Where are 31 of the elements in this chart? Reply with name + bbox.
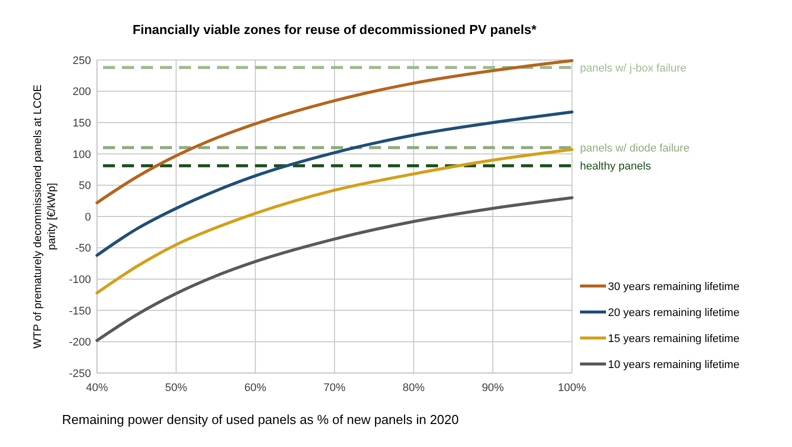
chart-title: Financially viable zones for reuse of decommissioned PV panels* <box>132 22 538 37</box>
x-tick-label: 80% <box>402 382 425 394</box>
x-tick-label: 60% <box>244 382 267 394</box>
ref-line-label: healthy panels <box>580 160 652 173</box>
x-tick-label: 50% <box>165 382 188 394</box>
y-tick-label: -100 <box>68 274 91 286</box>
y-tick-label: -50 <box>75 242 91 255</box>
ref-line-label: panels w/ j-box failure <box>580 62 686 74</box>
x-axis-title: Remaining power density of used panels as % of new panels in 2020 <box>62 412 459 427</box>
y-tick-label: 250 <box>72 54 91 67</box>
legend-label: 30 years remaining lifetime <box>608 280 740 293</box>
y-tick-label: -250 <box>68 368 91 380</box>
y-tick-label: -150 <box>68 305 91 318</box>
line-series <box>96 148 574 294</box>
line-series <box>96 196 574 342</box>
x-tick-label: 70% <box>323 382 346 394</box>
y-tick-label: -200 <box>68 336 91 349</box>
x-tick-label: 90% <box>482 382 504 394</box>
legend-label: 10 years remaining lifetime <box>608 358 740 371</box>
y-axis-title: WTP of prematurely decommissioned panels at LCOE parity [€/kWp] <box>32 84 58 348</box>
legend-label: 15 years remaining lifetime <box>608 332 740 345</box>
y-tick-label: 50 <box>78 180 91 192</box>
ref-line-label: panels w/ diode failure <box>580 142 690 154</box>
y-tick-label: 100 <box>72 148 91 161</box>
x-tick-label: 40% <box>86 382 108 394</box>
y-tick-label: 200 <box>72 86 91 98</box>
line-series <box>96 110 574 257</box>
x-tick-label: 100% <box>558 382 586 394</box>
legend-label: 20 years remaining lifetime <box>608 306 740 319</box>
y-tick-label: 150 <box>72 117 91 130</box>
y-tick-label: 0 <box>84 211 91 224</box>
